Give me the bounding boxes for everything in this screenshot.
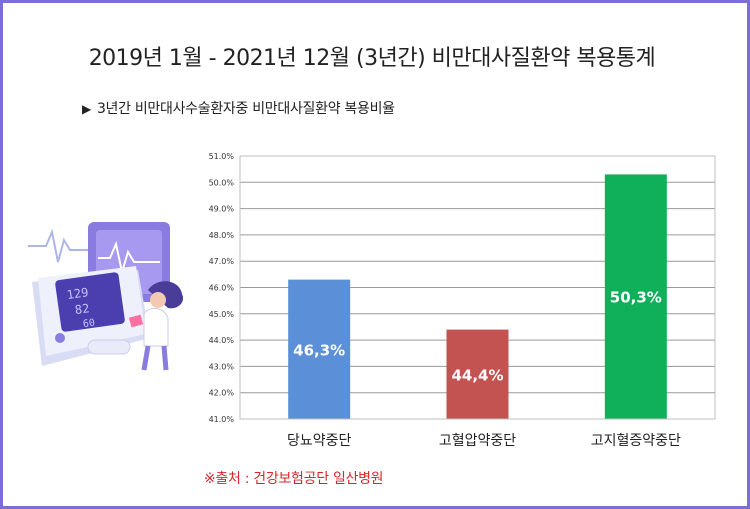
- chart-subtitle: ▶ 3년간 비만대사수술환자중 비만대사질환약 복용비율: [82, 98, 395, 118]
- data-label: 44,4%: [451, 366, 503, 384]
- category-label: 고혈압약중단: [439, 433, 516, 449]
- bar: [446, 329, 509, 419]
- plot-area-border: [239, 155, 716, 420]
- bars: [288, 174, 667, 419]
- y-tick-label: 42.0%: [209, 389, 235, 398]
- triangle-bullet-icon: ▶: [82, 102, 91, 116]
- bar: [288, 279, 351, 419]
- category-label: 고지혈증약중단: [591, 433, 681, 449]
- svg-text:82: 82: [74, 301, 90, 317]
- y-tick-label: 47.0%: [209, 257, 235, 266]
- blood-pressure-monitor-illustration: 129 82 60: [28, 222, 184, 371]
- y-tick-label: 43.0%: [209, 362, 235, 371]
- bar: [604, 174, 667, 419]
- page-title: 2019년 1월 - 2021년 12월 (3년간) 비만대사질환약 복용통계: [88, 46, 656, 71]
- y-tick-label: 49.0%: [209, 205, 235, 214]
- category-labels: 당뇨약중단 고혈압약중단 고지혈증약중단: [287, 433, 681, 449]
- y-tick-label: 48.0%: [209, 231, 235, 240]
- data-label: 46,3%: [293, 341, 345, 359]
- y-tick-label: 50.0%: [209, 178, 235, 187]
- value-labels: 46,3% 44,4% 50,3%: [293, 289, 662, 385]
- y-tick-label: 45.0%: [209, 310, 235, 319]
- y-tick-label: 46.0%: [209, 284, 235, 293]
- y-tick-label: 44.0%: [209, 336, 235, 345]
- svg-text:60: 60: [82, 318, 95, 331]
- data-label: 50,3%: [610, 289, 662, 307]
- svg-text:129: 129: [66, 285, 89, 302]
- category-label: 당뇨약중단: [287, 433, 352, 449]
- y-tick-labels: 41.0% 42.0% 43.0% 44.0% 45.0% 46.0% 47.0% 48.0%…: [209, 152, 235, 424]
- y-tick-label: 41.0%: [209, 415, 235, 424]
- subtitle-text: 3년간 비만대사수술환자중 비만대사질환약 복용비율: [96, 101, 395, 117]
- y-tick-label: 51.0%: [209, 152, 235, 161]
- source-note: ※출처 : 건강보험공단 일산병원: [204, 471, 384, 487]
